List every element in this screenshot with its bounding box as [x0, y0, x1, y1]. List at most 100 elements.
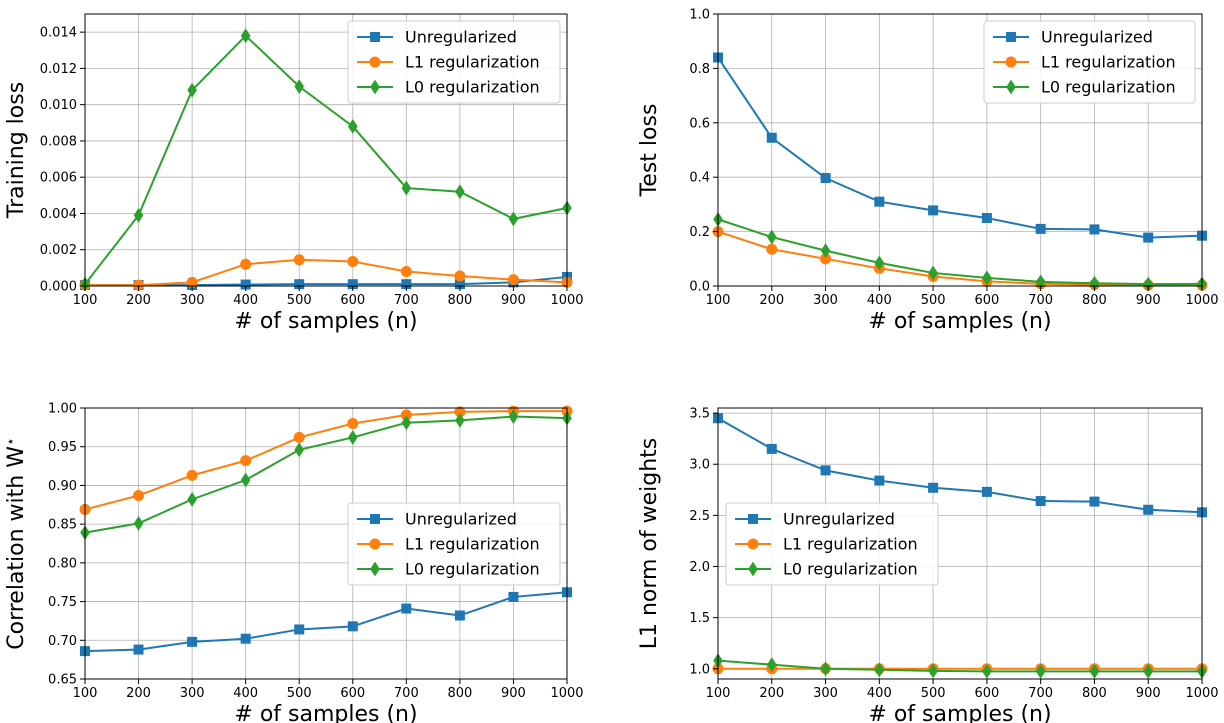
legend: Unregularized L1 regularization L0 regular…: [347, 502, 561, 586]
data-point: [1143, 232, 1154, 243]
legend-label: L1 regularization: [405, 53, 540, 72]
legend-marker: [748, 561, 758, 577]
data-point: [820, 173, 831, 184]
x-tick-label: 200: [126, 686, 151, 701]
y-tick-label: 0.90: [48, 479, 77, 494]
legend-marker: [1005, 56, 1017, 68]
legend-box: [347, 502, 561, 586]
series-3: [713, 653, 1207, 679]
x-tick-label: 700: [1028, 293, 1053, 308]
x-axis-label: # of samples (n): [234, 702, 417, 723]
series-line: [717, 230, 1202, 287]
data-point: [820, 243, 831, 259]
x-tick-label: 1000: [550, 293, 583, 308]
x-tick-label: 200: [759, 686, 784, 701]
chart-panel-4: 100 200 300 400 500 600 700 800 900 1000 1.0 1.5 2.0…: [637, 407, 1219, 723]
series-line: [717, 417, 1203, 514]
y-tick-label: 0.80: [48, 556, 77, 571]
axes-frame: [84, 407, 568, 680]
data-point: [874, 475, 885, 486]
legend-item: L0 regularization: [357, 78, 540, 97]
data-point: [133, 644, 144, 655]
legend: Unregularized L1 regularization L0 regular…: [347, 20, 561, 104]
x-tick-label: 1000: [1185, 293, 1218, 308]
legend-item: L0 regularization: [993, 78, 1176, 97]
legend-label: L1 regularization: [783, 535, 918, 554]
data-point: [133, 515, 144, 531]
data-point: [507, 274, 519, 286]
x-tick-label: 100: [706, 293, 731, 308]
data-point: [455, 184, 465, 200]
data-point: [401, 415, 412, 431]
y-axis-label: Training loss: [4, 82, 29, 219]
legend-label: L0 regularization: [783, 560, 918, 579]
x-tick-label: 400: [233, 686, 258, 701]
series-2: [79, 405, 573, 515]
data-point: [347, 256, 359, 268]
legend-label: L1 regularization: [405, 535, 540, 554]
chart-panel-2: 100 200 300 400 500 600 700 800 900 1000 0.0 0.2 0.4…: [637, 8, 1219, 335]
series-line: [84, 591, 568, 653]
legend-item: L1 regularization: [357, 53, 540, 72]
x-tick-label: 500: [921, 686, 946, 701]
y-tick-label: 1.0: [689, 662, 710, 677]
data-point: [508, 591, 519, 602]
data-point: [1089, 663, 1100, 679]
series-3: [80, 28, 572, 292]
legend-label: Unregularized: [1041, 28, 1153, 47]
y-tick-label: 0.8: [689, 62, 710, 77]
data-point: [928, 205, 939, 216]
x-tick-label: 100: [73, 686, 98, 701]
data-point: [1143, 504, 1154, 515]
data-point: [293, 431, 305, 443]
series-1: [80, 271, 572, 291]
data-point: [1143, 663, 1154, 679]
y-tick-label: 0.006: [40, 171, 77, 186]
data-point: [347, 621, 358, 632]
data-point: [240, 258, 252, 270]
legend-item: L1 regularization: [357, 535, 540, 554]
data-point: [928, 663, 938, 679]
y-tick-label: 0.010: [40, 98, 77, 113]
legend-marker: [747, 538, 759, 550]
data-point: [982, 270, 992, 286]
legend-item: L1 regularization: [735, 535, 918, 554]
x-tick-label: 600: [974, 293, 999, 308]
x-tick-label: 900: [501, 686, 526, 701]
data-point: [874, 662, 885, 678]
data-point: [401, 603, 412, 614]
data-point: [347, 430, 358, 445]
y-tick-label: 1.0: [689, 8, 710, 23]
series-line: [717, 659, 1202, 673]
data-point: [1089, 224, 1100, 235]
data-point: [293, 254, 305, 266]
legend-item: Unregularized: [993, 28, 1153, 47]
data-point: [874, 196, 885, 207]
axes-frame: [717, 407, 1203, 680]
data-point: [294, 79, 305, 94]
y-tick-label: 0.85: [48, 518, 77, 533]
data-point: [240, 633, 251, 644]
legend-marker: [748, 514, 758, 524]
x-tick-label: 600: [340, 686, 365, 701]
x-tick-label: 600: [340, 293, 365, 308]
x-tick-label: 1000: [1185, 686, 1218, 701]
data-point: [981, 213, 992, 223]
x-tick-label: 300: [180, 293, 205, 308]
legend-item: Unregularized: [735, 510, 895, 529]
x-tick-label: 800: [1082, 293, 1107, 308]
chart-panel-3: 100 200 300 400 500 600 700 800 900 1000 0.65 0.70 0…: [3, 402, 584, 723]
series-line: [84, 34, 568, 285]
legend-label: L1 regularization: [1041, 53, 1176, 72]
y-tick-label: 0.6: [689, 116, 710, 131]
legend-marker: [370, 561, 380, 577]
legend-marker: [370, 79, 380, 95]
series-line: [85, 258, 568, 287]
data-point: [294, 624, 305, 635]
data-point: [240, 472, 251, 488]
data-point: [187, 82, 197, 98]
x-axis-label: # of samples (n): [868, 309, 1051, 334]
data-point: [874, 255, 885, 271]
legend-marker: [370, 32, 380, 42]
y-tick-label: 3.5: [689, 407, 710, 422]
